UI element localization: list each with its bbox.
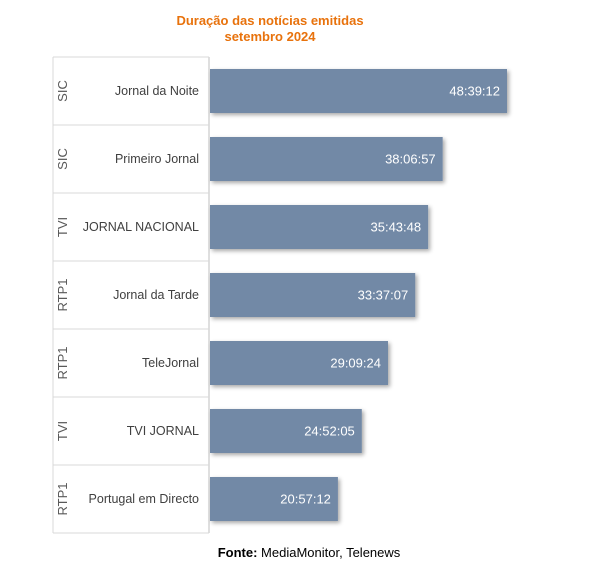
bar xyxy=(210,409,362,453)
group-label: TVI xyxy=(55,217,70,237)
data-label: 24:52:05 xyxy=(304,424,355,439)
group-label: RTP1 xyxy=(55,347,70,380)
category-labels: SIC Jornal da Noite SIC Primeiro Jornal TVI J… xyxy=(55,80,199,515)
bar xyxy=(210,273,416,317)
data-label: 48:39:12 xyxy=(449,84,500,99)
category-label: Primeiro Jornal xyxy=(115,152,199,166)
bar xyxy=(210,137,443,181)
category-label: TVI JORNAL xyxy=(127,424,199,438)
group-label: SIC xyxy=(55,148,70,170)
data-label: 35:43:48 xyxy=(371,220,422,235)
data-label: 29:09:24 xyxy=(330,356,381,371)
data-label: 38:06:57 xyxy=(385,152,436,167)
chart-title-line-2: setembro 2024 xyxy=(224,29,316,44)
data-label: 33:37:07 xyxy=(358,288,409,303)
category-label: Jornal da Noite xyxy=(115,84,199,98)
source-label: Fonte: xyxy=(217,545,258,560)
chart-title: Duração das notícias emitidas setembro 2… xyxy=(0,13,540,45)
category-label: Portugal em Directo xyxy=(89,492,200,506)
bars: 48:39:12 38:06:57 35:43:48 33:37:07 29:09:24… xyxy=(210,69,507,521)
bar xyxy=(210,477,338,521)
bar xyxy=(210,205,429,249)
bar xyxy=(210,341,388,385)
group-label: SIC xyxy=(55,80,70,102)
category-label: JORNAL NACIONAL xyxy=(83,220,199,234)
chart-title-line-1: Duração das notícias emitidas xyxy=(176,13,364,28)
group-label: RTP1 xyxy=(55,279,70,312)
group-label: RTP1 xyxy=(55,483,70,516)
category-label: TeleJornal xyxy=(142,356,199,370)
bar xyxy=(210,69,507,113)
group-label: TVI xyxy=(55,421,70,441)
data-label: 20:57:12 xyxy=(280,492,331,507)
source-note: Fonte: MediaMonitor, Telenews xyxy=(0,545,598,560)
category-label: Jornal da Tarde xyxy=(113,288,199,302)
source-text: MediaMonitor, Telenews xyxy=(261,545,401,560)
category-grid xyxy=(52,56,210,534)
